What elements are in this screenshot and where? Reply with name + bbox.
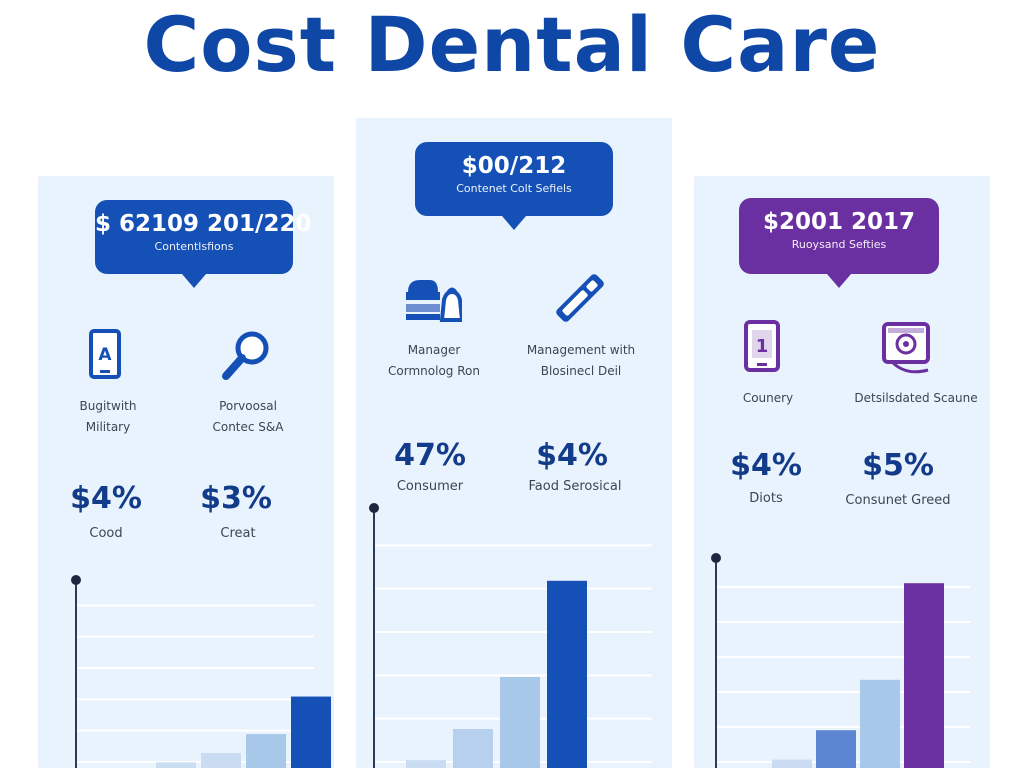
stat-label: Cood bbox=[89, 526, 123, 541]
bar bbox=[246, 734, 286, 768]
bar-chart-1 bbox=[71, 575, 331, 768]
stat-label: Creat bbox=[220, 526, 256, 541]
price-callout: $2001 2017 Ruoysand Sefties bbox=[739, 198, 939, 288]
svg-text:A: A bbox=[98, 345, 112, 365]
stat-value: $4% bbox=[536, 438, 608, 473]
toothbrush-icon bbox=[556, 274, 604, 322]
price-callout: $00/212 Contenet Colt Sefiels bbox=[415, 142, 613, 230]
icon-label: Counery bbox=[742, 391, 794, 405]
bar-chart-3 bbox=[711, 553, 970, 768]
icon-label: Detsilsdated Scaune bbox=[854, 391, 978, 405]
bar bbox=[500, 677, 540, 768]
stat-value: $3% bbox=[200, 481, 272, 516]
stat-label: Faod Serosical bbox=[528, 479, 622, 494]
price-caption: Ruoysand Sefties bbox=[791, 238, 887, 251]
bar bbox=[406, 760, 446, 768]
bar bbox=[860, 679, 900, 768]
cost-panel-3: $2001 2017 Ruoysand Sefties 1 Counery De… bbox=[694, 176, 990, 768]
icon-label: Bugitwith Military bbox=[79, 399, 137, 434]
bar bbox=[201, 752, 241, 768]
icon-label: Porvoosal Contec S&A bbox=[212, 399, 284, 434]
axis-cap bbox=[369, 503, 379, 513]
bar bbox=[453, 729, 493, 768]
icon-label: Manager Cormnolog Ron bbox=[388, 343, 480, 378]
svg-text:1: 1 bbox=[756, 336, 769, 357]
stat-label: Consumer bbox=[396, 479, 464, 494]
axis-cap bbox=[71, 575, 81, 585]
cost-panel-1: $ 62109 201/220 Contentlsfions A Bugitwi… bbox=[38, 176, 334, 768]
magnifier-icon bbox=[222, 331, 269, 380]
bar bbox=[904, 583, 944, 768]
bar bbox=[816, 730, 856, 768]
axis-cap bbox=[711, 553, 721, 563]
bar-chart-2 bbox=[369, 503, 652, 768]
stat-label: Diots bbox=[749, 491, 783, 506]
page-title: Cost Dental Care bbox=[143, 0, 881, 89]
price-callout: $ 62109 201/220 Contentlsfions bbox=[95, 200, 312, 288]
dental-bag-icon bbox=[406, 280, 462, 322]
icon-label: Management with Blosinecl Deil bbox=[526, 343, 636, 378]
cost-panel-2: $00/212 Contenet Colt Sefiels Manager Cor… bbox=[356, 118, 672, 768]
phone-icon: 1 bbox=[744, 320, 780, 372]
dental-monitor-icon bbox=[882, 322, 930, 374]
bar bbox=[547, 580, 587, 768]
price-value: $00/212 bbox=[461, 153, 567, 179]
stat-value: 47% bbox=[394, 438, 466, 473]
bar bbox=[291, 696, 331, 768]
price-value: $ 62109 201/220 bbox=[95, 211, 312, 237]
stat-value: $4% bbox=[730, 448, 802, 483]
stat-label: Consunet Greed bbox=[845, 493, 951, 508]
bar bbox=[772, 759, 812, 768]
price-caption: Contentlsfions bbox=[154, 240, 234, 253]
tablet-icon: A bbox=[89, 329, 121, 379]
bar bbox=[156, 762, 196, 768]
price-value: $2001 2017 bbox=[762, 209, 916, 235]
stat-value: $4% bbox=[70, 481, 142, 516]
stat-value: $5% bbox=[862, 448, 934, 483]
price-caption: Contenet Colt Sefiels bbox=[456, 182, 572, 195]
